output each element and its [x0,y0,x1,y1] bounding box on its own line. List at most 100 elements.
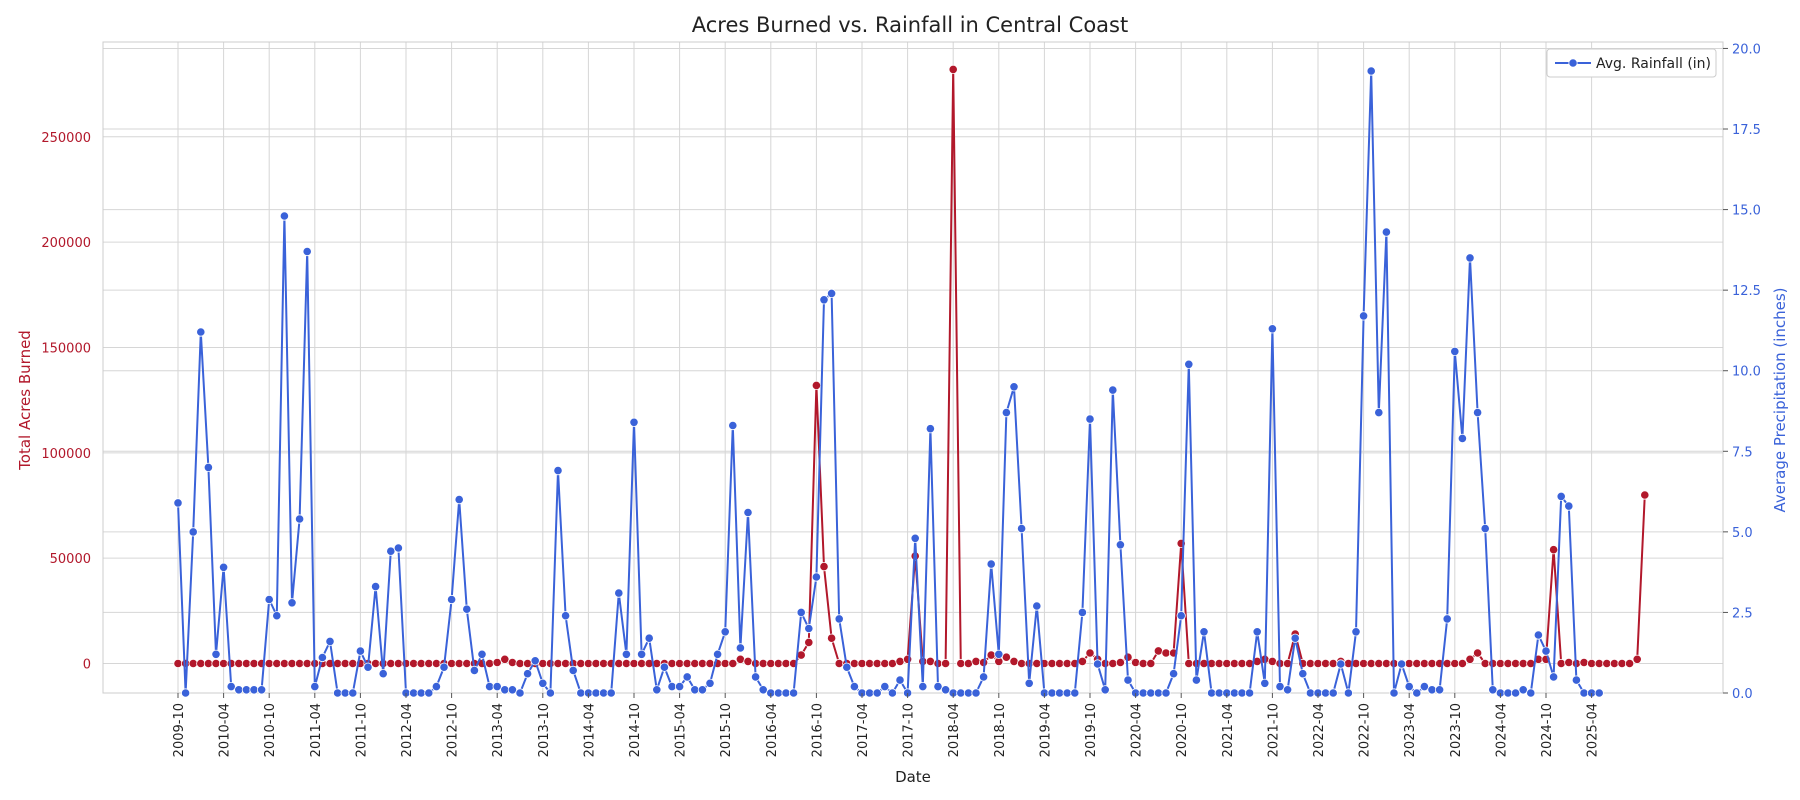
data-point-rain [759,686,767,694]
data-point-acres [637,659,645,667]
data-point-rain [691,686,699,694]
data-point-acres [204,659,212,667]
data-point-acres [698,659,706,667]
data-point-rain [645,634,653,642]
data-point-acres [288,659,296,667]
data-point-rain [630,418,638,426]
data-point-acres [523,659,531,667]
data-point-rain [607,689,615,697]
data-point-acres [1017,659,1025,667]
data-point-acres [683,659,691,667]
data-point-rain [1534,631,1542,639]
y-left-tick-label: 200000 [41,236,91,251]
data-point-rain [523,670,531,678]
data-point-acres [1565,658,1573,666]
data-point-acres [1473,649,1481,657]
data-point-rain [440,663,448,671]
data-point-rain [957,689,965,697]
data-point-rain [463,605,471,613]
x-axis-label: Date [895,768,931,786]
data-point-acres [1010,657,1018,665]
data-point-acres [630,659,638,667]
data-point-acres [1504,659,1512,667]
y-right-tick-label: 12.5 [1732,284,1761,299]
x-tick-label: 2023-04 [1403,703,1418,757]
x-tick-label: 2020-04 [1130,703,1145,757]
data-point-acres [1511,659,1519,667]
data-point-acres [371,659,379,667]
data-point-acres [759,659,767,667]
data-point-rain [1435,686,1443,694]
x-tick-label: 2014-04 [582,703,597,757]
data-point-rain [303,247,311,255]
legend: Avg. Rainfall (in) [1547,49,1716,77]
data-point-rain [417,689,425,697]
data-point-acres [554,659,562,667]
data-point-acres [181,659,189,667]
chart-title: Acres Burned vs. Rainfall in Central Coa… [692,13,1128,37]
data-point-acres [1496,659,1504,667]
data-point-acres [584,659,592,667]
data-point-rain [1451,347,1459,355]
y-left-tick-label: 0 [83,658,91,673]
data-point-acres [850,659,858,667]
data-point-rain [850,682,858,690]
data-point-rain [995,650,1003,658]
data-point-acres [402,659,410,667]
x-tick-label: 2022-04 [1312,703,1327,757]
data-point-acres [1116,658,1124,666]
data-point-acres [463,659,471,667]
data-point-rain [1337,660,1345,668]
data-point-rain [896,676,904,684]
data-point-rain [1033,602,1041,610]
data-point-rain [531,657,539,665]
data-point-acres [881,659,889,667]
data-point-rain [599,689,607,697]
data-point-acres [1595,659,1603,667]
y-left-tick-label: 150000 [41,341,91,356]
data-point-acres [774,659,782,667]
data-point-acres [1466,655,1474,663]
data-point-rain [926,425,934,433]
data-point-rain [1595,689,1603,697]
data-point-rain [812,573,820,581]
data-point-rain [1017,524,1025,532]
data-point-rain [1078,608,1086,616]
data-point-rain [546,689,554,697]
y-right-tick-label: 17.5 [1732,123,1761,138]
x-tick-label: 2014-10 [628,703,643,757]
data-point-rain [1473,408,1481,416]
data-point-rain [1390,689,1398,697]
data-point-rain [888,689,896,697]
data-point-rain [394,544,402,552]
data-point-acres [455,659,463,667]
data-point-acres [1549,546,1557,554]
data-point-acres [675,659,683,667]
data-point-rain [805,624,813,632]
x-tick-label: 2011-10 [354,703,369,757]
data-point-rain [1154,689,1162,697]
data-point-acres [1603,659,1611,667]
data-point-rain [181,689,189,697]
data-point-rain [1344,689,1352,697]
data-point-rain [516,689,524,697]
data-point-acres [174,659,182,667]
data-point-acres [577,659,585,667]
data-point-rain [774,689,782,697]
data-point-rain [189,528,197,536]
data-point-acres [1625,659,1633,667]
x-tick-label: 2015-04 [674,703,689,757]
x-tick-label: 2011-04 [309,703,324,757]
data-point-acres [812,381,820,389]
data-point-rain [835,615,843,623]
data-point-acres [736,655,744,663]
data-point-rain [1542,647,1550,655]
data-point-rain [698,686,706,694]
data-point-acres [1131,658,1139,666]
data-point-acres [394,659,402,667]
x-tick-label: 2025-04 [1586,703,1601,757]
data-point-rain [1238,689,1246,697]
data-point-rain [379,670,387,678]
data-point-rain [622,650,630,658]
data-point-rain [1169,670,1177,678]
